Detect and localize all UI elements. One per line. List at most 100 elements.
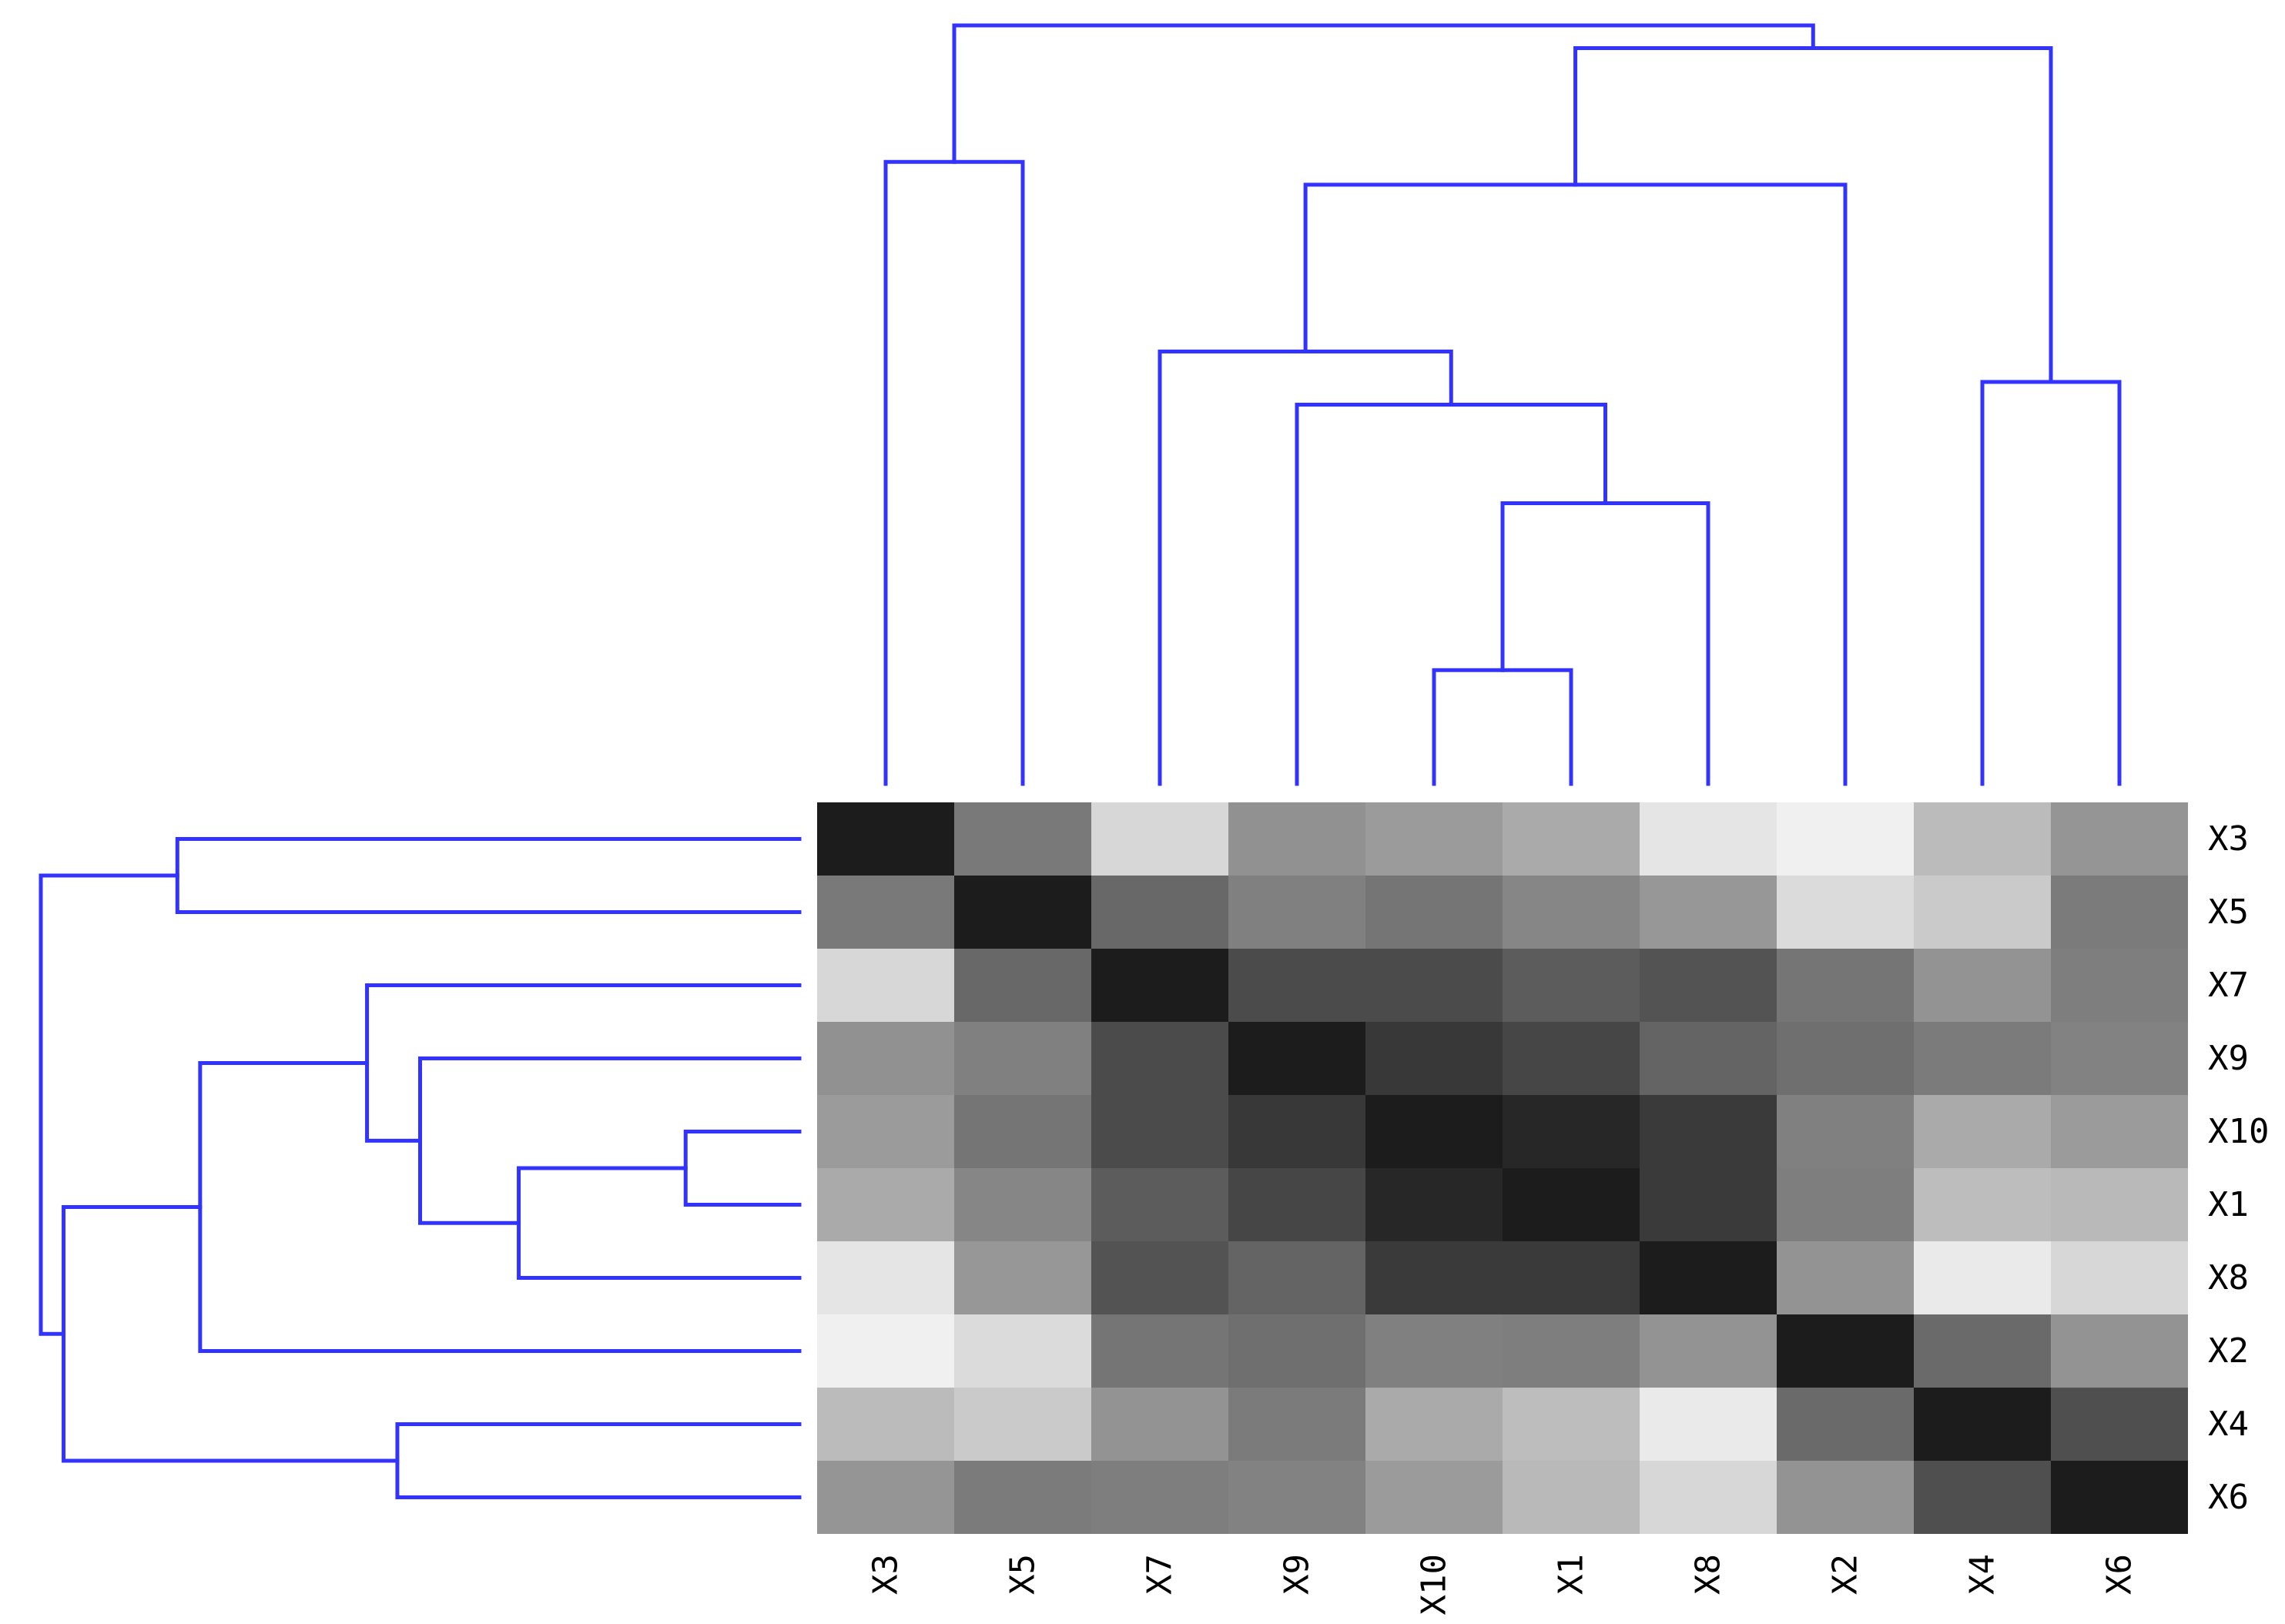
heatmap-cell-X8-X9: [1228, 1241, 1365, 1314]
heatmap-cell-X7-X8: [1640, 949, 1777, 1022]
row-label-X4: X4: [2208, 1405, 2249, 1444]
column-label-X4: X4: [1963, 1554, 2002, 1595]
row-label-X2: X2: [2208, 1331, 2249, 1371]
heatmap-cell-X1-X9: [1228, 1168, 1365, 1241]
heatmap-cell-X6-X5: [954, 1461, 1091, 1534]
heatmap-cell-X6-X8: [1640, 1461, 1777, 1534]
heatmap-cell-X9-X3: [817, 1022, 954, 1095]
heatmap-cell-X4-X3: [817, 1388, 954, 1461]
heatmap-cell-X2-X3: [817, 1314, 954, 1388]
heatmap-cell-X10-X4: [1914, 1095, 2051, 1168]
row-dendrogram-link-1: [683, 1130, 802, 1207]
heatmap-cell-X6-X7: [1091, 1461, 1228, 1534]
heatmap-cell-X4-X9: [1228, 1388, 1365, 1461]
heatmap-cell-X1-X4: [1914, 1168, 2051, 1241]
heatmap-cell-X5-X9: [1228, 876, 1365, 949]
heatmap-cell-X9-X2: [1777, 1022, 1914, 1095]
row-dendrogram-link-4: [365, 983, 802, 1143]
column-label-X7: X7: [1141, 1554, 1180, 1595]
heatmap-cell-X7-X5: [954, 949, 1091, 1022]
heatmap-cell-X10-X5: [954, 1095, 1091, 1168]
heatmap-cell-X5-X2: [1777, 876, 1914, 949]
heatmap-cell-X9-X9: [1228, 1022, 1365, 1095]
heatmap-cell-X4-X2: [1777, 1388, 1914, 1461]
heatmap-cell-X2-X10: [1365, 1314, 1503, 1388]
heatmap-cell-X7-X10: [1365, 949, 1503, 1022]
heatmap-cell-X6-X4: [1914, 1461, 2051, 1534]
column-dendrogram-link-7: [1573, 46, 2053, 384]
column-dendrogram-link-5: [1303, 182, 1848, 786]
heatmap-cell-X6-X1: [1503, 1461, 1640, 1534]
heatmap-cell-X9-X10: [1365, 1022, 1503, 1095]
column-dendrogram-link-8: [883, 159, 1025, 786]
heatmap-cell-X2-X9: [1228, 1314, 1365, 1388]
heatmap-cell-X2-X1: [1503, 1314, 1640, 1388]
row-dendrogram: [39, 837, 802, 1499]
column-label-X3: X3: [866, 1554, 906, 1595]
heatmap-cell-X3-X7: [1091, 802, 1228, 876]
heatmap-cell-X9-X1: [1503, 1022, 1640, 1095]
heatmap-cell-X3-X5: [954, 802, 1091, 876]
heatmap-cell-X5-X4: [1914, 876, 2051, 949]
heatmap-cell-X5-X7: [1091, 876, 1228, 949]
column-label-X1: X1: [1552, 1554, 1591, 1595]
heatmap-cell-X2-X8: [1640, 1314, 1777, 1388]
heatmap-cell-X1-X6: [2051, 1168, 2188, 1241]
heatmap-cell-X4-X6: [2051, 1388, 2188, 1461]
heatmap-cell-X5-X6: [2051, 876, 2188, 949]
heatmap-cell-X10-X6: [2051, 1095, 2188, 1168]
column-dendrogram-link-9: [952, 23, 1815, 164]
row-dendrogram-link-8: [175, 837, 802, 914]
row-dendrogram-link-3: [418, 1056, 802, 1225]
heatmap-cell-X6-X10: [1365, 1461, 1503, 1534]
row-label-X6: X6: [2208, 1478, 2249, 1517]
heatmap-cell-X4-X7: [1091, 1388, 1228, 1461]
column-label-X8: X8: [1689, 1554, 1728, 1595]
heatmap-cell-X2-X5: [954, 1314, 1091, 1388]
heatmap-cell-X4-X10: [1365, 1388, 1503, 1461]
heatmap-cell-X2-X6: [2051, 1314, 2188, 1388]
row-label-X9: X9: [2208, 1039, 2249, 1078]
heatmap-cell-X7-X3: [817, 949, 954, 1022]
heatmap-cell-X10-X7: [1091, 1095, 1228, 1168]
heatmap-cell-X5-X10: [1365, 876, 1503, 949]
heatmap-cell-X1-X3: [817, 1168, 954, 1241]
heatmap-cell-X10-X1: [1503, 1095, 1640, 1168]
heatmap-cell-X7-X9: [1228, 949, 1365, 1022]
row-label-X7: X7: [2208, 966, 2249, 1005]
heatmap-cell-X8-X10: [1365, 1241, 1503, 1314]
column-label-X9: X9: [1278, 1554, 1317, 1595]
heatmap-cell-X3-X1: [1503, 802, 1640, 876]
heatmap-cell-X7-X1: [1503, 949, 1640, 1022]
column-label-X5: X5: [1003, 1554, 1043, 1595]
heatmap-cell-X10-X2: [1777, 1095, 1914, 1168]
heatmap-cell-X3-X4: [1914, 802, 2051, 876]
heatmap-cell-X1-X2: [1777, 1168, 1914, 1241]
heatmap-cell-X8-X2: [1777, 1241, 1914, 1314]
column-dendrogram-link-3: [1295, 403, 1607, 786]
heatmap-cell-X4-X5: [954, 1388, 1091, 1461]
heatmap-cell-X5-X5: [954, 876, 1091, 949]
heatmap-cell-X1-X1: [1503, 1168, 1640, 1241]
heatmap-cell-X9-X5: [954, 1022, 1091, 1095]
row-label-X3: X3: [2208, 819, 2249, 859]
column-dendrogram: [883, 23, 2122, 786]
heatmap-cell-X7-X2: [1777, 949, 1914, 1022]
heatmap-cell-X9-X6: [2051, 1022, 2188, 1095]
column-dendrogram-link-2: [1500, 501, 1710, 786]
heatmap-cell-X8-X1: [1503, 1241, 1640, 1314]
heatmap-grid: [817, 802, 2188, 1534]
heatmap-cell-X4-X1: [1503, 1388, 1640, 1461]
heatmap-cell-X6-X3: [817, 1461, 954, 1534]
row-dendrogram-link-7: [62, 1204, 400, 1463]
heatmap-cell-X8-X3: [817, 1241, 954, 1314]
row-label-X1: X1: [2208, 1185, 2249, 1224]
column-label-X2: X2: [1826, 1554, 1865, 1595]
heatmap-cell-X8-X6: [2051, 1241, 2188, 1314]
row-label-X5: X5: [2208, 892, 2249, 932]
heatmap-cell-X7-X4: [1914, 949, 2051, 1022]
heatmap-cell-X8-X5: [954, 1241, 1091, 1314]
heatmap-cell-X1-X5: [954, 1168, 1091, 1241]
heatmap-cell-X5-X3: [817, 876, 954, 949]
